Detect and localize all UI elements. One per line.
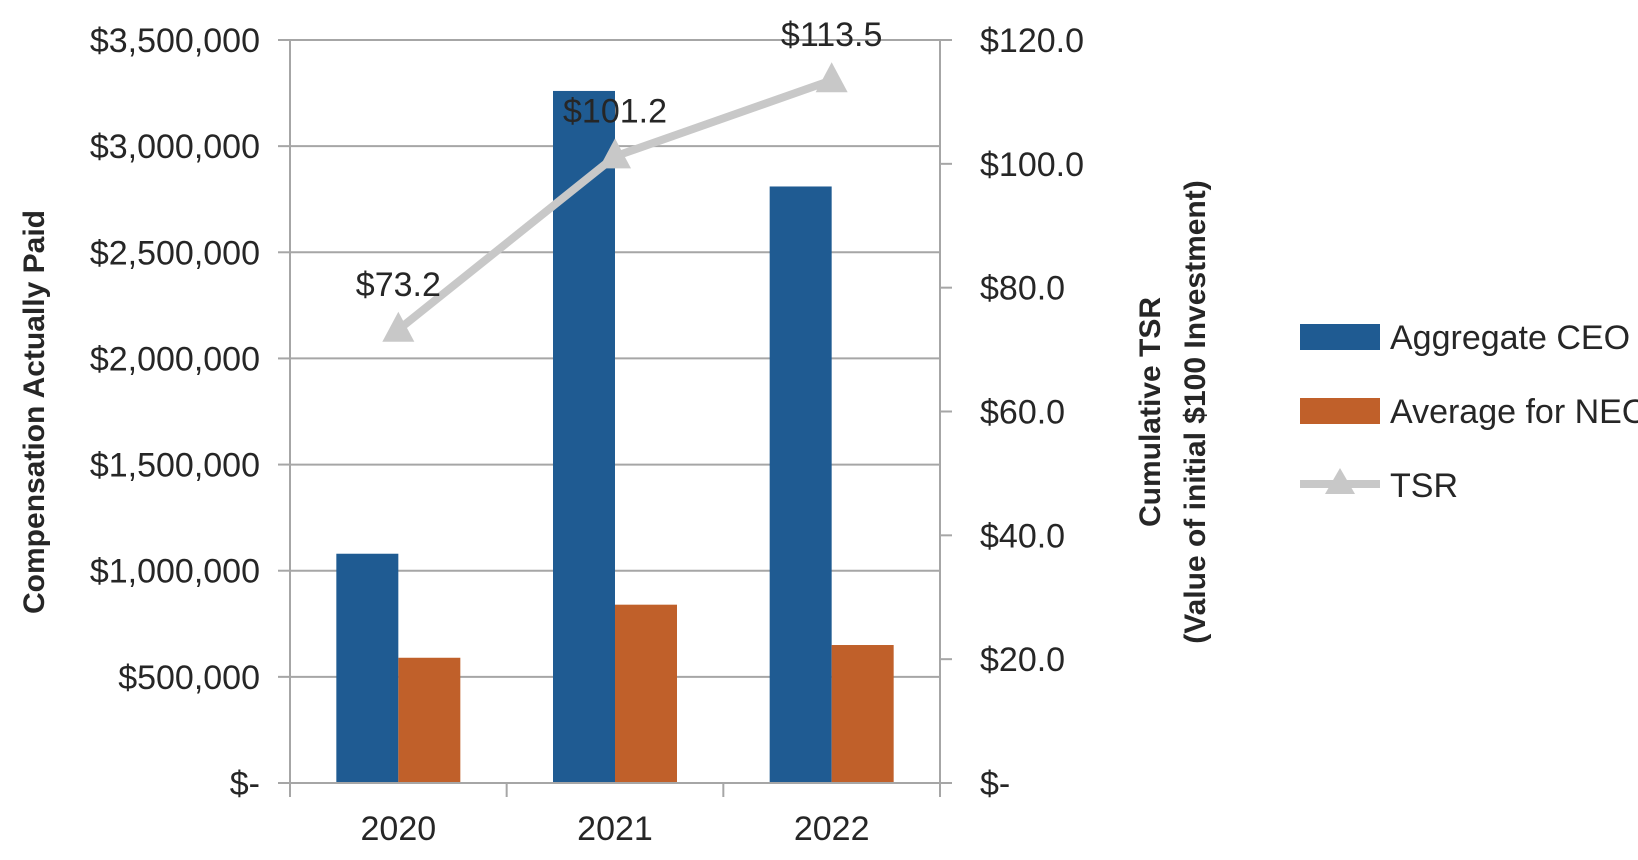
left-axis-ticks: $- $500,000 $1,000,000 $1,500,000 $2,000,000…	[90, 22, 290, 803]
tsr-data-label-2022: $113.5	[781, 16, 882, 54]
bar-average-for-neo-2021	[615, 604, 677, 783]
x-tick-label: 2020	[361, 810, 437, 848]
left-tick-label: $1,000,000	[90, 553, 260, 591]
right-tick-label: $100.0	[980, 146, 1084, 184]
x-tick-label: 2021	[577, 810, 653, 848]
bar-average-for-neo-2022	[831, 645, 894, 783]
legend-swatch-tsr-marker	[1325, 468, 1355, 494]
tsr-marker-2020	[382, 311, 415, 342]
x-tick-label: 2022	[794, 810, 870, 848]
bar-aggregate-ceo-2021	[553, 90, 615, 784]
left-tick-label: $3,500,000	[90, 22, 260, 60]
right-axis-title-line1: Cumulative TSR	[1134, 297, 1167, 527]
tsr-marker-2022	[815, 62, 848, 93]
right-tick-label: $40.0	[980, 517, 1065, 555]
right-axis-title-line2: (Value of initial $100 Investment)	[1179, 180, 1212, 643]
right-tick-label: $-	[980, 765, 1010, 803]
legend-swatch-aggregate-ceo	[1300, 324, 1380, 350]
left-tick-label: $-	[230, 765, 260, 803]
tsr-data-label-2021: $101.2	[563, 92, 667, 130]
left-tick-label: $2,000,000	[90, 340, 260, 378]
left-tick-label: $3,000,000	[90, 128, 260, 166]
right-tick-label: $80.0	[980, 270, 1065, 308]
legend-swatch-average-neo	[1300, 398, 1380, 424]
right-axis-ticks: $- $20.0 $40.0 $60.0 $80.0 $100.0 $120.0	[940, 22, 1084, 803]
left-tick-label: $1,500,000	[90, 447, 260, 485]
tsr-data-label-2020: $73.2	[356, 266, 441, 304]
bar-average-for-neo-2020	[398, 657, 461, 783]
legend-label-aggregate-ceo: Aggregate CEO	[1390, 319, 1630, 357]
left-tick-label: $2,500,000	[90, 234, 260, 272]
right-tick-label: $120.0	[980, 22, 1084, 60]
tsr-data-labels: $73.2 $101.2 $113.5	[356, 16, 883, 304]
bar-aggregate-ceo-2022	[769, 186, 832, 783]
legend-label-average-neo: Average for NEO	[1390, 393, 1638, 431]
left-tick-label: $500,000	[118, 659, 260, 697]
right-tick-label: $20.0	[980, 641, 1065, 679]
x-axis-ticks: 2020 2021 2022	[289, 783, 941, 848]
bar-aggregate-ceo-2020	[336, 553, 399, 783]
left-axis-title: Compensation Actually Paid	[18, 210, 51, 614]
legend-label-tsr: TSR	[1390, 467, 1458, 505]
tsr-line	[382, 62, 848, 342]
bars	[336, 90, 894, 784]
right-tick-label: $60.0	[980, 394, 1065, 432]
tsr-marker-2021	[599, 138, 631, 169]
legend: Aggregate CEO Average for NEO TSR	[1300, 319, 1638, 505]
